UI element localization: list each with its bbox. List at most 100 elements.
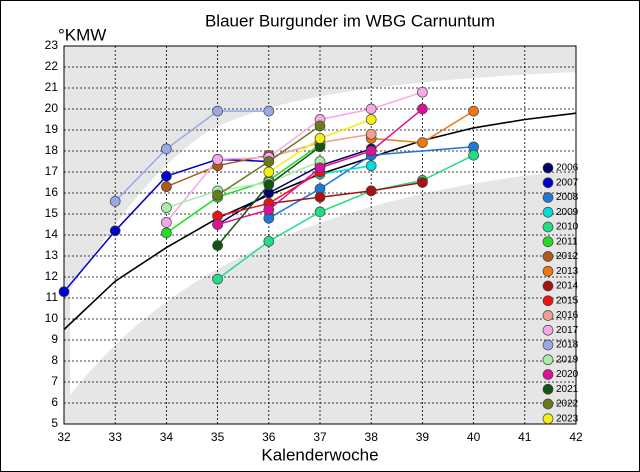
legend-marker [542,192,554,203]
x-tick-label: 41 [518,430,532,444]
plot-border [63,45,577,425]
x-tick-label: 40 [467,430,481,444]
data-point [161,181,172,193]
legend-label: 2020 [556,369,579,380]
y-tick-label: 12 [45,269,59,283]
data-point [161,202,172,214]
series-line [165,144,321,234]
data-point [212,219,223,230]
data-point [417,177,428,188]
data-point [365,103,377,115]
data-point [263,179,275,190]
data-point [365,114,377,125]
y-tick-label: 16 [45,185,59,199]
data-point [365,185,377,197]
legend-marker [542,162,554,174]
legend-label: 2010 [556,222,579,233]
x-tick-label: 34 [160,430,174,444]
y-tick-label: 21 [45,80,59,94]
legend-marker [542,236,554,248]
y-axis-label: °KMW [58,25,106,44]
legend-marker [542,339,554,351]
legend-label: 2011 [556,236,578,247]
x-tick-label: 39 [416,430,430,444]
data-point [263,166,275,178]
legend-marker [542,324,554,336]
data-point [314,206,326,218]
legend-marker [542,398,554,410]
y-tick-label: 15 [45,206,59,220]
legend-label: 2008 [556,192,579,203]
series-line [114,110,269,202]
legend-label: 2022 [556,399,579,410]
legend-label: 2019 [556,354,579,365]
data-point [314,162,326,174]
data-point [417,86,428,98]
x-tick-label: 35 [211,430,225,444]
data-point [314,191,326,203]
legend-marker [542,295,554,307]
legend-label: 2015 [556,295,579,306]
data-point [365,160,377,172]
data-point [161,227,172,239]
y-tick-label: 7 [51,374,58,388]
data-point [314,133,326,144]
series-line [217,148,372,226]
legend-marker [542,413,554,425]
data-point [263,204,275,216]
data-point [263,235,275,247]
legend-marker [542,221,554,233]
series-line [319,164,372,175]
data-point [109,225,121,237]
legend-marker [542,206,554,218]
chart-title: Blauer Burgunder im WBG Carnuntum [205,11,495,30]
band [70,72,576,395]
data-point [365,145,377,157]
x-tick-label: 32 [57,430,71,444]
band-upper [64,46,576,300]
series-line [165,91,423,223]
data-point [161,217,172,228]
x-tick-label: 36 [262,430,276,444]
legend-marker [542,383,554,395]
data-point [161,143,172,155]
data-point [468,149,479,161]
y-tick-label: 17 [45,164,59,178]
data-point [314,120,326,132]
y-tick-label: 14 [45,227,59,241]
x-tick-label: 33 [109,430,123,444]
series-line [217,154,474,280]
y-tick-label: 9 [51,332,58,346]
legend-label: 2013 [556,266,579,277]
y-tick-label: 20 [45,101,59,115]
legend-marker [542,354,554,366]
legend-label: 2006 [556,163,579,174]
y-tick-label: 22 [45,59,59,73]
legend-label: 2012 [556,251,579,262]
legend-label: 2007 [556,177,579,188]
data-point [212,154,223,165]
x-axis-label: Kalenderwoche [261,445,378,464]
data-point [58,286,70,298]
data-point [109,196,121,207]
legend-label: 2023 [556,413,579,424]
legend-label: 2017 [556,325,579,336]
y-tick-label: 19 [45,122,59,136]
legend-label: 2018 [556,340,579,351]
x-tick-label: 42 [569,430,583,444]
data-point [212,273,223,285]
legend-marker [542,310,554,321]
y-tick-label: 6 [51,395,58,409]
data-point [212,105,223,117]
data-point [161,170,172,182]
data-point [212,240,223,251]
data-point [263,156,275,167]
x-tick-label: 37 [313,430,327,444]
y-tick-label: 5 [51,416,58,430]
data-point [468,105,479,117]
legend-marker [542,280,554,292]
legend-marker [542,265,554,277]
legend-marker [542,369,554,380]
data-point [417,103,428,115]
